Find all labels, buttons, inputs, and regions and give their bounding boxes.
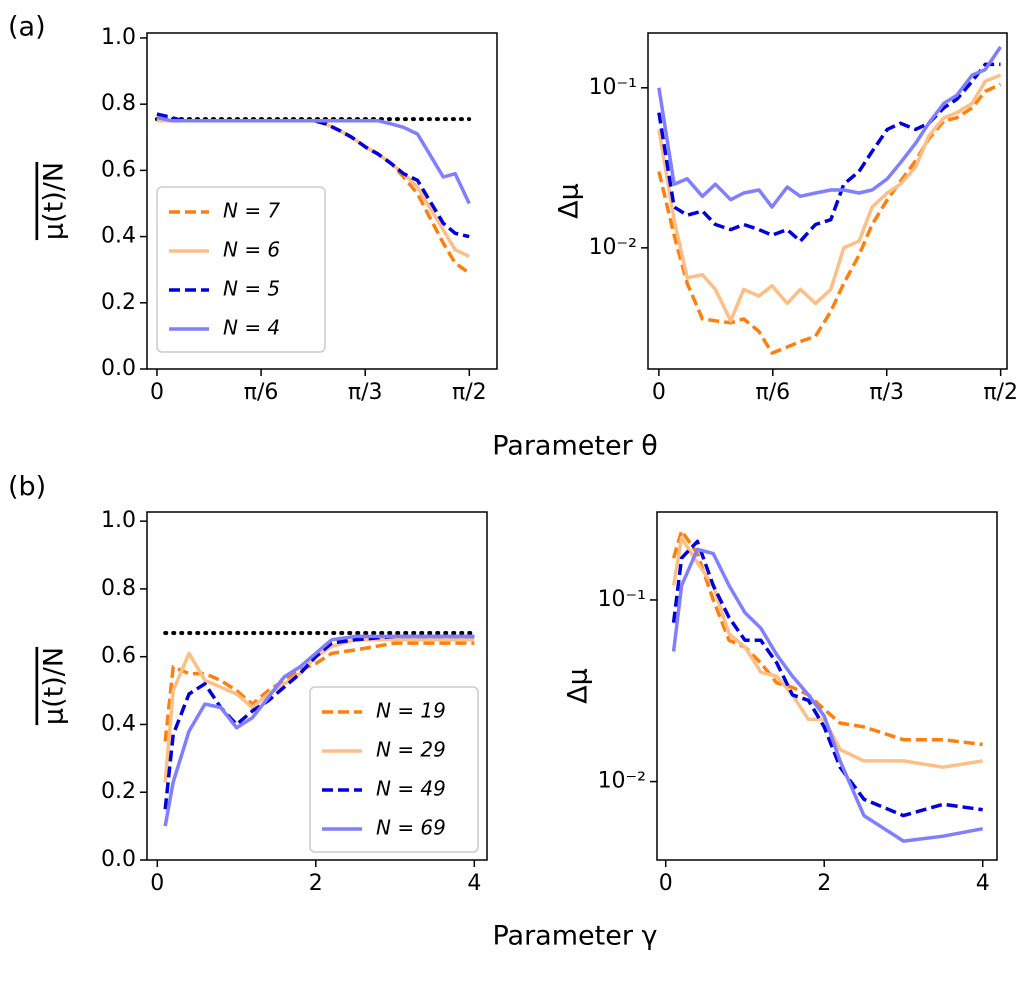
- series-line: [671, 547, 984, 843]
- legend-label: N = 49: [376, 777, 446, 801]
- x-tick-label: π/3: [348, 380, 383, 405]
- legend-label: N = 29: [376, 738, 446, 762]
- y-tick-label: 0.4: [101, 224, 136, 249]
- x-tick-label: 0: [652, 380, 666, 405]
- legend-box: [309, 686, 479, 853]
- series-line: [156, 115, 471, 205]
- plot-area: [154, 112, 472, 275]
- legend-box: [156, 186, 326, 353]
- y-tick-label: 0.6: [101, 644, 136, 669]
- y-tick-label: 0.8: [101, 576, 136, 601]
- x-tick-label: π/3: [869, 380, 904, 405]
- legend-label: N = 7: [223, 199, 280, 223]
- y-tick-label: 10⁻¹: [589, 75, 637, 100]
- y-tick-label: 0.4: [101, 711, 136, 736]
- series-line: [657, 73, 1002, 323]
- y-tick-label: 10⁻¹: [598, 587, 646, 612]
- legend-label: N = 6: [223, 238, 280, 262]
- x-axis-label: Parameter γ: [492, 921, 657, 952]
- y-tick-label: 0.0: [101, 356, 136, 381]
- axes-frame: [656, 511, 998, 861]
- x-tick-label: π/6: [244, 380, 279, 405]
- y-axis-label: μ(t)/N: [39, 647, 70, 725]
- legend-label: N = 19: [376, 699, 446, 723]
- series-line: [657, 62, 1001, 243]
- y-axis-label: Δμ: [554, 183, 585, 219]
- y-axis-label: μ(t)/N: [39, 162, 70, 240]
- y-tick-label: 0.2: [101, 779, 136, 804]
- series-line: [657, 82, 1002, 355]
- y-axis-label: Δμ: [563, 668, 594, 704]
- x-tick-label: π/2: [452, 380, 487, 405]
- legend-label: N = 4: [223, 316, 280, 340]
- series-line: [671, 529, 983, 747]
- y-tick-label: 1.0: [101, 25, 136, 50]
- y-tick-label: 0.8: [101, 91, 136, 116]
- legend-label: N = 69: [376, 816, 446, 840]
- axes-frame: [146, 511, 488, 861]
- axes-frame: [146, 32, 498, 370]
- x-tick-label: 2: [309, 871, 323, 896]
- axes-frame: [647, 32, 1008, 370]
- series-line: [657, 45, 1002, 209]
- plot-area: [671, 529, 984, 843]
- x-tick-label: π/6: [755, 380, 790, 405]
- y-tick-label: 10⁻²: [589, 235, 637, 260]
- y-tick-label: 0.0: [101, 847, 136, 872]
- x-tick-label: 4: [976, 871, 990, 896]
- x-tick-label: 0: [150, 871, 164, 896]
- y-tick-label: 0.6: [101, 157, 136, 182]
- x-axis-label: Parameter θ: [492, 431, 658, 462]
- x-tick-label: 2: [817, 871, 831, 896]
- x-tick-label: π/2: [983, 380, 1018, 405]
- x-tick-label: 0: [150, 380, 164, 405]
- plot-area: [163, 630, 477, 827]
- x-tick-label: 0: [659, 871, 673, 896]
- x-tick-label: 4: [467, 871, 481, 896]
- y-tick-label: 0.2: [101, 290, 136, 315]
- panel-label: (a): [8, 12, 46, 43]
- legend-label: N = 5: [223, 277, 280, 301]
- panel-label: (b): [8, 472, 46, 503]
- plot-area: [657, 45, 1002, 355]
- series-line: [163, 634, 475, 827]
- y-tick-label: 1.0: [101, 508, 136, 533]
- series-line: [671, 539, 983, 818]
- series-line: [671, 536, 983, 769]
- y-tick-label: 10⁻²: [598, 769, 646, 794]
